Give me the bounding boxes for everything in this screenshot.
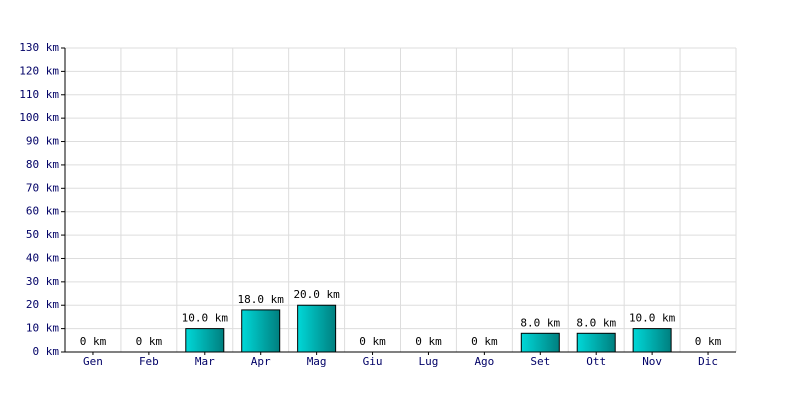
y-tick-label: 100 km [19, 111, 59, 124]
y-tick-label: 50 km [26, 228, 59, 241]
y-tick-label: 20 km [26, 298, 59, 311]
x-tick-label: Ott [586, 355, 606, 368]
bar [185, 328, 225, 353]
y-tick-label: 80 km [26, 158, 59, 171]
value-label: 20.0 km [293, 288, 340, 301]
x-tick-label: Feb [139, 355, 159, 368]
y-tick-label: 60 km [26, 205, 59, 218]
y-tick-label: 30 km [26, 275, 59, 288]
y-tick-label: 130 km [19, 41, 59, 54]
x-tick-label: Mar [195, 355, 215, 368]
value-label: 0 km [136, 335, 163, 348]
y-tick-label: 90 km [26, 135, 59, 148]
y-tick-label: 0 km [33, 345, 60, 358]
value-label: 8.0 km [520, 316, 560, 329]
value-label: 0 km [359, 335, 386, 348]
value-label: 8.0 km [576, 316, 616, 329]
value-label: 0 km [80, 335, 107, 348]
y-tick-label: 110 km [19, 88, 59, 101]
x-tick-label: Giu [363, 355, 383, 368]
bar [632, 328, 672, 353]
x-tick-label: Set [530, 355, 550, 368]
value-label: 0 km [695, 335, 722, 348]
value-label: 0 km [415, 335, 442, 348]
x-tick-label: Dic [698, 355, 718, 368]
bar [241, 309, 281, 353]
bar [520, 332, 560, 353]
bar [297, 304, 337, 353]
y-tick-label: 70 km [26, 181, 59, 194]
value-label: 18.0 km [238, 293, 285, 306]
y-tick-label: 40 km [26, 251, 59, 264]
x-tick-label: Mag [307, 355, 327, 368]
x-tick-label: Apr [251, 355, 271, 368]
y-tick-label: 10 km [26, 322, 59, 335]
x-tick-label: Gen [83, 355, 103, 368]
value-label: 10.0 km [182, 312, 229, 325]
x-tick-label: Lug [419, 355, 439, 368]
bar [576, 332, 616, 353]
value-label: 0 km [471, 335, 498, 348]
y-tick-label: 120 km [19, 64, 59, 77]
value-label: 10.0 km [629, 312, 676, 325]
x-tick-label: Ago [474, 355, 494, 368]
x-tick-label: Nov [642, 355, 662, 368]
